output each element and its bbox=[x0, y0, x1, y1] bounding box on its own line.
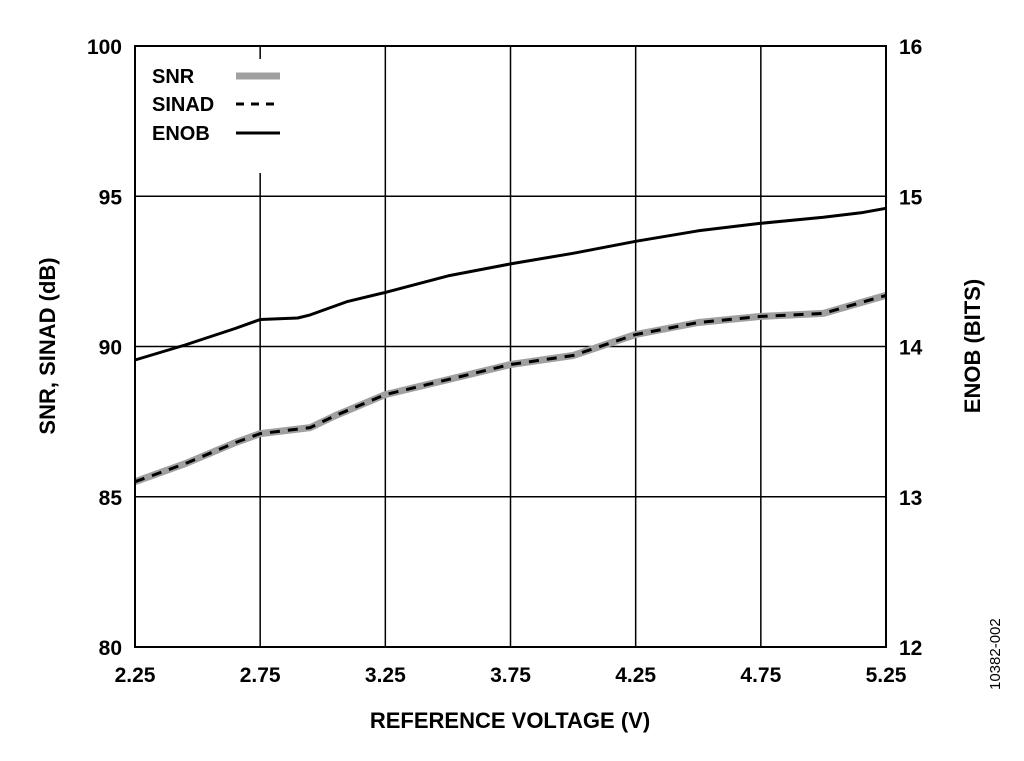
y2-tick-labels: 12 13 14 15 16 bbox=[899, 36, 923, 660]
x-tick-label-4: 4.25 bbox=[615, 664, 656, 687]
y-tick-label-2: 90 bbox=[99, 337, 122, 360]
x-tick-label-0: 2.25 bbox=[115, 664, 156, 687]
y2-axis-title: ENOB (BITS) bbox=[960, 279, 985, 413]
x-tick-labels: 2.25 2.75 3.25 3.75 4.25 4.75 5.25 bbox=[115, 664, 907, 687]
y-tick-label-3: 95 bbox=[99, 186, 123, 209]
y-axis-title: SNR, SINAD (dB) bbox=[35, 257, 60, 434]
series-layer bbox=[133, 206, 887, 485]
x-tick-label-3: 3.75 bbox=[490, 664, 531, 687]
series-line-sinad bbox=[134, 293, 887, 484]
x-tick-label-2: 3.25 bbox=[365, 664, 406, 687]
legend-label-sinad: SINAD bbox=[152, 94, 214, 116]
y-tick-labels: 80 85 90 95 100 bbox=[87, 36, 122, 660]
x-tick-label-1: 2.75 bbox=[240, 664, 281, 687]
plot-frame bbox=[134, 45, 887, 648]
series-line-enob bbox=[134, 206, 887, 362]
y-tick-label-4: 100 bbox=[87, 36, 122, 59]
y2-tick-label-2: 14 bbox=[899, 337, 923, 360]
x-axis-title: REFERENCE VOLTAGE (V) bbox=[370, 708, 650, 733]
x-tick-label-5: 4.75 bbox=[740, 664, 781, 687]
y-tick-label-0: 80 bbox=[99, 637, 122, 660]
y2-tick-label-1: 13 bbox=[899, 487, 922, 510]
figure-id: 10382-002 bbox=[987, 618, 1004, 690]
y-tick-label-1: 85 bbox=[99, 487, 123, 510]
y2-tick-label-4: 16 bbox=[899, 36, 922, 59]
y2-tick-label-3: 15 bbox=[899, 186, 923, 209]
legend-label-enob: ENOB bbox=[152, 123, 210, 145]
y2-tick-label-0: 12 bbox=[899, 637, 922, 660]
x-tick-label-6: 5.25 bbox=[866, 664, 907, 687]
legend-label-snr: SNR bbox=[152, 66, 195, 88]
legend: SNR SINAD ENOB bbox=[146, 59, 286, 173]
